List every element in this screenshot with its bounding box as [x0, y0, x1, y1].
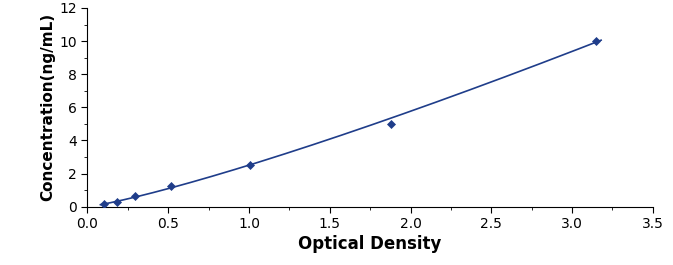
X-axis label: Optical Density: Optical Density [298, 235, 442, 253]
Y-axis label: Concentration(ng/mL): Concentration(ng/mL) [40, 13, 55, 201]
